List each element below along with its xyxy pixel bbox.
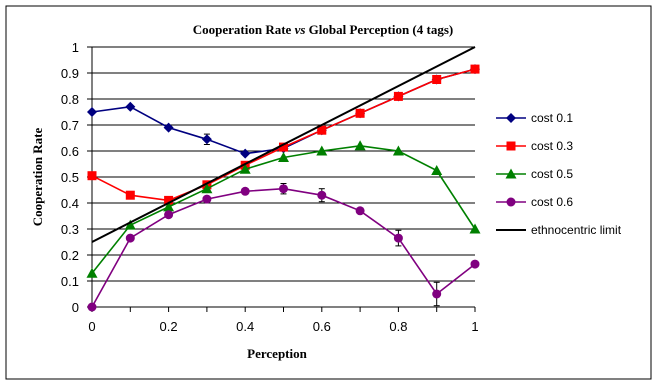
legend-swatch-marker — [506, 113, 516, 123]
y-tick-label: 0.6 — [61, 144, 79, 159]
data-point — [470, 259, 480, 269]
data-point — [392, 145, 404, 156]
data-point — [316, 145, 328, 156]
legend-label: cost 0.6 — [531, 195, 573, 209]
data-point — [355, 108, 365, 118]
data-point — [317, 125, 327, 135]
legend-label: cost 0.3 — [531, 139, 573, 153]
data-point — [240, 148, 251, 159]
y-tick-label: 0.8 — [61, 92, 79, 107]
series-2 — [87, 64, 480, 205]
y-tick-label: 0.5 — [61, 170, 79, 185]
data-point — [393, 91, 403, 101]
legend-item-2: cost 0.3 — [496, 139, 573, 153]
legend-label: ethnocentric limit — [531, 223, 622, 237]
data-point — [279, 142, 288, 152]
x-tick-label: 0.6 — [313, 319, 331, 334]
data-point — [470, 64, 480, 74]
y-tick-label: 0 — [72, 300, 79, 315]
tick-labels: 0 0.1 0.2 0.3 0.4 0.5 0.6 0.7 0.8 0.9 1 0 0.2 0.4 0.6 0… — [61, 40, 479, 334]
data-point — [240, 186, 250, 196]
legend-swatch-marker — [506, 197, 516, 207]
legend-item-4: cost 0.6 — [496, 195, 573, 209]
y-axis-title: Cooperation Rate — [30, 127, 45, 226]
x-tick-label: 0.4 — [236, 319, 254, 334]
data-point — [125, 233, 135, 243]
legend-item-1: cost 0.1 — [496, 111, 573, 125]
data-point — [278, 152, 289, 162]
series-group — [86, 46, 481, 312]
y-tick-label: 0.2 — [61, 248, 79, 263]
data-point — [163, 122, 174, 133]
data-point — [432, 75, 442, 84]
data-point — [125, 190, 135, 200]
data-point — [87, 171, 97, 181]
y-tick-label: 0.7 — [61, 118, 79, 133]
legend-swatch-marker — [505, 168, 517, 179]
x-tick-label: 1 — [471, 319, 478, 334]
legend-item-5: ethnocentric limit — [496, 223, 622, 237]
data-point — [432, 289, 442, 299]
legend: cost 0.1 cost 0.3 cost 0.5 cost 0.6 ethnocen… — [496, 111, 622, 237]
data-point — [393, 233, 403, 243]
legend-label: cost 0.1 — [531, 111, 573, 125]
chart-title-part-2: Global Perception (4 tags) — [305, 22, 453, 37]
data-point — [279, 184, 288, 194]
x-tick-label: 0.2 — [160, 319, 178, 334]
data-point — [317, 190, 327, 200]
series-5 — [91, 46, 476, 243]
chart-border — [5, 5, 652, 380]
y-tick-label: 0.4 — [61, 196, 79, 211]
y-tick-label: 0.3 — [61, 222, 79, 237]
data-point — [469, 223, 481, 234]
series-3 — [86, 140, 481, 278]
y-tick-label: 0.1 — [61, 274, 79, 289]
chart-title-part-vs: vs — [295, 22, 306, 37]
data-point — [355, 206, 365, 216]
y-tick-label: 1 — [72, 40, 79, 55]
x-tick-label: 0 — [88, 319, 95, 334]
data-point — [239, 163, 251, 174]
data-point — [125, 101, 136, 112]
data-point — [164, 210, 174, 220]
data-point — [124, 219, 136, 230]
data-point — [164, 195, 174, 205]
chart-title-part-1: Cooperation Rate — [193, 22, 295, 37]
data-point — [86, 267, 98, 278]
gridlines — [92, 46, 475, 282]
series-line — [91, 46, 476, 243]
data-point — [354, 140, 366, 151]
legend-swatch-marker — [506, 141, 516, 151]
legend-item-3: cost 0.5 — [496, 167, 573, 181]
data-point — [202, 194, 212, 204]
data-point — [201, 134, 212, 145]
y-tick-label: 0.9 — [61, 66, 79, 81]
data-point — [87, 302, 97, 312]
data-point — [201, 183, 213, 194]
data-point — [431, 165, 443, 175]
x-axis-title: Perception — [247, 346, 307, 361]
series-4 — [87, 183, 480, 312]
chart-title: Cooperation Rate vs Global Perception (4… — [193, 22, 453, 37]
x-tick-label: 0.8 — [389, 319, 407, 334]
data-point — [163, 201, 175, 212]
legend-label: cost 0.5 — [531, 167, 573, 181]
data-point — [87, 107, 97, 117]
